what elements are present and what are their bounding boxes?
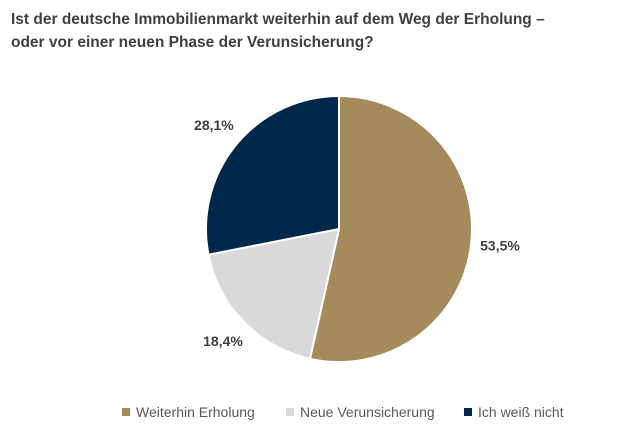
legend-label-weiterhin-erholung: Weiterhin Erholung (136, 404, 255, 420)
legend-swatch-ich-weiss-nicht (464, 408, 472, 416)
data-label-ich-weiss-nicht: 28,1% (194, 117, 234, 133)
pie-slice-ich-weiss-nicht (205, 95, 340, 256)
legend-label-ich-weiss-nicht: Ich weiß nicht (478, 404, 564, 420)
data-label-neue-verunsicherung: 18,4% (203, 333, 243, 349)
legend-item-weiterhin-erholung: Weiterhin Erholung (122, 404, 255, 420)
chart-title: Ist der deutsche Immobilienmarkt weiterh… (11, 8, 611, 54)
chart-legend: Weiterhin Erholung Neue Verunsicherung I… (0, 404, 630, 422)
legend-swatch-weiterhin-erholung (122, 408, 130, 416)
pie-slice-weiterhin-erholung (308, 95, 473, 363)
data-label-weiterhin-erholung: 53,5% (480, 238, 520, 254)
chart-title-line-2: oder vor einer neuen Phase der Verunsich… (11, 34, 374, 51)
pie-slice-neue-verunsicherung (207, 228, 340, 360)
legend-item-ich-weiss-nicht: Ich weiß nicht (464, 404, 564, 420)
chart-title-line-1: Ist der deutsche Immobilienmarkt weiterh… (11, 11, 545, 28)
legend-swatch-neue-verunsicherung (286, 408, 294, 416)
legend-item-neue-verunsicherung: Neue Verunsicherung (286, 404, 435, 420)
legend-label-neue-verunsicherung: Neue Verunsicherung (300, 404, 435, 420)
